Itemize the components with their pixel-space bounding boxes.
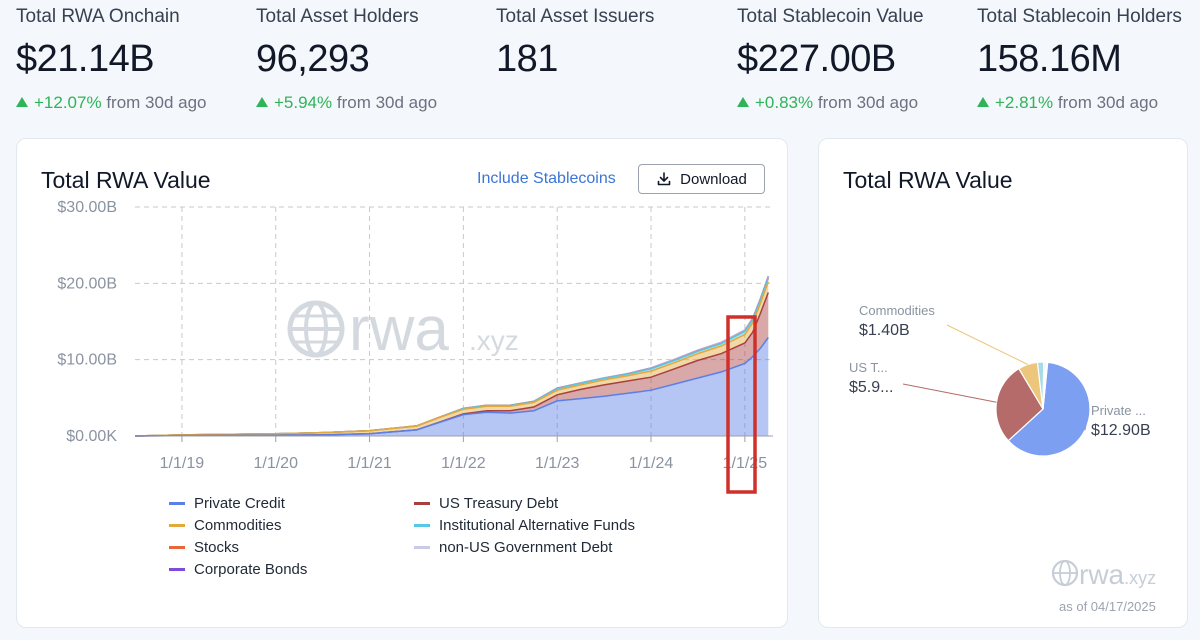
y-tick-label: $0.00K [66,428,117,445]
rwa-value-chart-card: Total RWA Value Include Stablecoins Down… [16,138,788,628]
legend-label: Commodities [194,517,282,534]
x-tick-label: 1/1/23 [535,455,580,472]
legend-label: Corporate Bonds [194,561,308,578]
area-private-credit [135,337,769,436]
pie-watermark-suffix: .xyz [1124,568,1157,588]
legend-item[interactable]: Stocks [169,539,239,556]
legend-item[interactable]: Corporate Bonds [169,561,307,578]
chart-watermark: rwa .xyz [287,295,519,364]
y-tick-label: $10.00B [57,352,117,369]
stat-change: +0.83% from 30d ago [737,93,972,113]
stat-total-asset-holders: Total Asset Holders 96,293 +5.94% from 3… [256,6,491,113]
stat-change: +12.07% from 30d ago [16,93,251,113]
pie-title: Total RWA Value [843,167,1013,193]
up-arrow-icon [16,97,28,107]
pie-slice-value: $12.90B [1091,422,1151,439]
stat-label: Total RWA Onchain [16,6,180,27]
legend-label: non-US Government Debt [439,539,613,556]
pie-slice-value: $1.40B [859,322,910,339]
legend-swatch [414,502,430,505]
legend-swatch [414,546,430,549]
pie-leader-line [902,383,997,403]
download-icon [657,172,671,186]
legend-swatch [169,568,185,571]
stat-value: 96,293 [256,38,370,80]
legend-label: Stocks [194,539,240,556]
stat-change-period: from 30d ago [106,93,207,112]
watermark-suffix: .xyz [469,325,519,356]
pie-slice-label: Commodities [859,303,935,318]
stat-label: Total Stablecoin Holders [977,6,1182,27]
pie-watermark: rwa.xyz [1051,559,1156,591]
stat-label: Total Stablecoin Value [737,6,924,27]
stat-total-asset-issuers: Total Asset Issuers 181 [496,6,731,81]
stat-label: Total Asset Issuers [496,6,655,27]
pie-slice-label: US T... [849,360,888,375]
download-button[interactable]: Download [638,164,765,194]
pie-chart: Private ... $12.90B US T... $5.9... Commodit… [849,303,1151,457]
legend-item[interactable]: US Treasury Debt [414,495,558,512]
legend-item[interactable]: Commodities [169,517,282,534]
legend-swatch [169,524,185,527]
stat-total-stablecoin-value: Total Stablecoin Value $227.00B +0.83% f… [737,6,972,113]
pie-slice [1042,361,1049,410]
x-tick-label: 1/1/24 [629,455,674,472]
legend-item[interactable]: Institutional Alternative Funds [414,517,635,534]
x-tick-label: 1/1/20 [253,455,298,472]
pie-leader-line [1084,418,1088,431]
stat-value: $227.00B [737,38,896,80]
globe-icon [1051,559,1079,587]
pie-watermark-text: rwa [1079,559,1125,590]
highlight-box [726,315,757,494]
stats-row: Total RWA Onchain $21.14B +12.07% from 3… [16,6,1200,116]
legend-swatch [414,524,430,527]
stat-change-percent: +12.07% [34,93,102,112]
watermark-text: rwa [349,295,449,364]
up-arrow-icon [256,97,268,107]
legend-item[interactable]: Private Credit [169,495,285,512]
stat-value: 181 [496,38,558,80]
legend-label: Private Credit [194,495,285,512]
y-tick-label: $30.00B [57,199,117,216]
stat-change-period: from 30d ago [1057,93,1159,112]
pie-slice [995,367,1044,442]
up-arrow-icon [977,97,989,107]
stat-total-rwa-onchain: Total RWA Onchain $21.14B +12.07% from 3… [16,6,251,113]
legend-label: Institutional Alternative Funds [439,517,635,534]
up-arrow-icon [737,97,749,107]
y-tick-label: $20.00B [57,275,117,292]
stat-change-percent: +5.94% [274,93,333,112]
include-stablecoins-link[interactable]: Include Stablecoins [477,170,616,187]
rwa-value-pie-card: Total RWA Value Private ... $12.90B US T..… [818,138,1188,628]
stat-value: 158.16M [977,38,1122,80]
as-of-date: as of 04/17/2025 [1059,599,1156,614]
stat-change: +2.81% from 30d ago [977,93,1200,113]
stat-change-period: from 30d ago [336,93,438,112]
stat-change-percent: +0.83% [755,93,814,112]
legend-swatch [169,546,185,549]
pie-leader-line [946,324,1029,365]
pie-slice-label: Private ... [1091,403,1146,418]
legend-label: US Treasury Debt [439,495,559,512]
stat-change: +5.94% from 30d ago [256,93,491,113]
pie-slice-value: $5.9... [849,379,893,396]
chart-areas [134,275,770,437]
x-tick-label: 1/1/19 [160,455,205,472]
chart-axes: $0.00K $10.00B $20.00B $30.00B 1/1/19 1/1/20 1… [57,199,773,472]
legend-item[interactable]: non-US Government Debt [414,539,612,556]
stat-value: $21.14B [16,38,155,80]
area-chart: rwa .xyz $0.00K $10.00B $20.00B $30.00B 1/1/… [57,199,773,494]
legend-swatch [169,502,185,505]
stat-total-stablecoin-holders: Total Stablecoin Holders 158.16M +2.81% … [977,6,1200,113]
stat-change-percent: +2.81% [995,93,1054,112]
stat-change-period: from 30d ago [817,93,919,112]
stat-label: Total Asset Holders [256,6,419,27]
download-label: Download [680,170,747,188]
x-tick-label: 1/1/22 [441,455,486,472]
x-tick-label: 1/1/21 [347,455,392,472]
chart-title: Total RWA Value [41,167,211,193]
